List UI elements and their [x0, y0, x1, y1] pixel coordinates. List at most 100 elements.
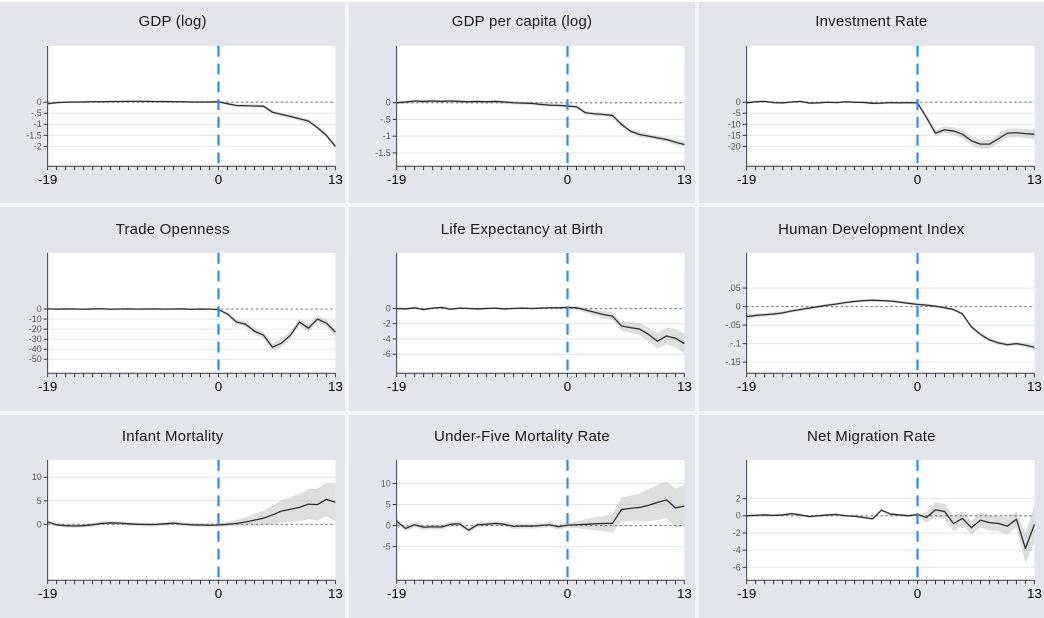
- panel-chart: -19 0 13 10 5 0 -5: [381, 460, 692, 601]
- panel-title: Life Expectancy at Birth: [440, 220, 604, 238]
- window-top-edge: [0, 0, 1044, 2]
- y-tick-label: -4: [732, 545, 740, 555]
- panel-chart: -19 0 130-10-20-30-40-50: [29, 252, 343, 394]
- x-tick-label: 13: [1027, 379, 1042, 394]
- y-tick-label: 0: [386, 521, 391, 531]
- y-tick-label: -10: [727, 119, 740, 129]
- y-tick-label: -2: [34, 141, 42, 151]
- panel-investment-rate: Investment Rate -19 0 13 0 -5 -10 -15 -20: [698, 0, 1044, 204]
- y-tick-label: 0: [735, 301, 740, 311]
- series-line: [47, 307, 336, 348]
- series-line: [396, 499, 685, 532]
- y-tick-label: -50: [29, 354, 42, 364]
- plot-area: [47, 45, 336, 166]
- x-tick-label: 13: [328, 172, 343, 187]
- x-tick-label: 0: [215, 379, 222, 394]
- y-tick-label: -1: [383, 131, 391, 141]
- panel-under-five-mortality: Under-Five Mortality Rate -19 0 13 10 5 0 -5: [349, 414, 695, 618]
- y-tick-label: -.5: [381, 114, 391, 124]
- panel-title: GDP per capita (log): [451, 13, 593, 31]
- y-tick-label: -20: [727, 141, 740, 151]
- ci-band: [746, 502, 1035, 564]
- panel-gdp-per-capita-log: GDP per capita (log) -19 0 13 0 -.5 -1 -1.5: [349, 0, 695, 204]
- panel-human-development-index: Human Development Index -19 0 13 .05 0 -.05 -.…: [698, 207, 1044, 411]
- y-tick-label: -6: [732, 563, 740, 573]
- y-tick-label: -1.5: [376, 147, 391, 157]
- ci-band: [746, 99, 1035, 149]
- panel-chart: -19 0 13 0 -2 -4 -6: [383, 252, 692, 394]
- x-tick-label: 13: [328, 379, 343, 394]
- x-tick-label: 13: [1027, 586, 1042, 601]
- y-tick-label: -6: [383, 349, 391, 359]
- x-tick-label: 0: [913, 379, 920, 394]
- x-tick-label: -19: [387, 172, 406, 187]
- y-tick-label: 0: [735, 97, 740, 107]
- x-tick-label: 13: [677, 586, 692, 601]
- plot-area: [746, 45, 1035, 166]
- panel-chart: -19 0 13 10 5 0: [32, 460, 343, 601]
- x-tick-label: 0: [913, 172, 920, 187]
- panel-title: Trade Openness: [115, 220, 230, 238]
- x-tick-label: -19: [38, 586, 57, 601]
- panel-title: Investment Rate: [815, 13, 928, 31]
- x-tick-label: -19: [38, 379, 57, 394]
- x-tick-label: 13: [677, 379, 692, 394]
- y-tick-label: 0: [37, 304, 42, 314]
- x-tick-label: -19: [387, 586, 406, 601]
- panel-chart: -19 0 13 .05 0 -.05 -.1 -.15: [725, 252, 1042, 394]
- y-tick-label: -20: [29, 324, 42, 334]
- x-tick-label: 0: [215, 586, 222, 601]
- y-tick-label: 0: [386, 303, 391, 313]
- y-tick-label: -.1: [730, 339, 740, 349]
- panel-infant-mortality: Infant Mortality -19 0 13 10 5 0: [0, 414, 346, 618]
- x-tick-label: 0: [564, 172, 571, 187]
- series-line: [396, 99, 685, 145]
- series-line: [746, 100, 1035, 145]
- plot-area: [396, 252, 685, 374]
- x-tick-label: 0: [913, 586, 920, 601]
- y-tick-label: -2: [383, 319, 391, 329]
- y-tick-label: -1: [34, 119, 42, 129]
- y-tick-label: -5: [383, 542, 391, 552]
- x-tick-label: -19: [38, 172, 57, 187]
- y-tick-label: -.05: [725, 320, 740, 330]
- y-tick-label: -30: [29, 334, 42, 344]
- ci-band: [396, 481, 685, 533]
- y-tick-label: 5: [37, 496, 42, 506]
- ci-band: [396, 305, 685, 354]
- panel-chart: -19 0 130-5-10-15-20: [727, 45, 1042, 187]
- y-tick-label: -1.5: [26, 130, 41, 140]
- panel-trade-openness: Trade Openness -19 0 13 0 -10 -20 -30 -40 -50: [0, 207, 346, 411]
- ci-band: [47, 482, 336, 529]
- panel-title: Infant Mortality: [121, 427, 224, 445]
- panel-chart: -19 0 13 0 -.5 -1 -1.5: [376, 45, 692, 187]
- y-tick-label: -5: [732, 108, 740, 118]
- panel-net-migration: Net Migration Rate -19 0 13 2 0 -2 -4 -6: [698, 414, 1044, 618]
- y-tick-label: 5: [386, 500, 391, 510]
- series-line: [396, 306, 686, 345]
- y-tick-label: -15: [727, 130, 740, 140]
- y-tick-label: -.5: [31, 108, 41, 118]
- x-tick-label: -19: [737, 172, 756, 187]
- plot-area: [396, 45, 685, 166]
- x-tick-label: 0: [215, 172, 222, 187]
- series-line: [47, 498, 336, 527]
- panel-chart: -19 0 130-.5-1-1.5-2: [26, 45, 343, 187]
- y-tick-label: 0: [386, 97, 391, 107]
- y-tick-label: 0: [735, 511, 740, 521]
- y-tick-label: -40: [29, 344, 42, 354]
- panel-life-expectancy: Life Expectancy at Birth -19 0 13 0 -2 -4 -6: [349, 207, 695, 411]
- y-tick-label: 0: [37, 520, 42, 530]
- panel-title: Under-Five Mortality Rate: [434, 427, 610, 445]
- panel-title: Human Development Index: [778, 220, 965, 238]
- series-line: [47, 100, 336, 147]
- x-tick-label: 13: [328, 586, 343, 601]
- panel-title: Net Migration Rate: [807, 427, 936, 445]
- x-tick-label: -19: [387, 379, 406, 394]
- y-tick-label: -2: [732, 528, 740, 538]
- y-tick-label: -10: [29, 314, 42, 324]
- x-tick-label: 0: [564, 586, 571, 601]
- panel-gdp-log: GDP (log) -19 0 13 0 -.5 -1 -1.5 -2: [0, 0, 346, 204]
- plot-area: [746, 252, 1035, 374]
